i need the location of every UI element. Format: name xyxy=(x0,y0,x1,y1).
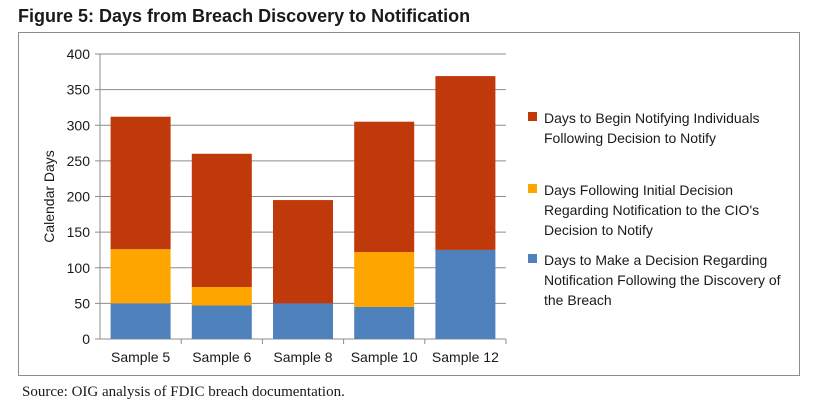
x-tick-label: Sample 8 xyxy=(273,349,332,365)
y-tick-label: 400 xyxy=(67,46,91,62)
legend-label: Days to Begin Notifying Individuals Foll… xyxy=(544,110,760,146)
bar-segment xyxy=(354,252,415,307)
figure-source-note: Source: OIG analysis of FDIC breach docu… xyxy=(22,384,345,400)
y-tick-label: 200 xyxy=(67,189,91,205)
bar-segment xyxy=(435,76,496,250)
x-tick-label: Sample 6 xyxy=(192,349,251,365)
legend-swatch xyxy=(528,184,537,193)
legend-label: Days to Make a Decision Regarding Notifi… xyxy=(544,252,781,308)
bar-segment xyxy=(435,249,496,339)
x-tick-label: Sample 12 xyxy=(432,349,499,365)
bar-segment xyxy=(273,200,333,304)
bar-segment xyxy=(354,121,415,253)
y-tick-label: 150 xyxy=(67,224,91,240)
bar-segment xyxy=(191,305,252,339)
y-tick-label: 50 xyxy=(74,295,90,311)
y-tick-label: 0 xyxy=(82,331,90,347)
y-axis-label: Calendar Days xyxy=(41,150,57,243)
y-tick-label: 100 xyxy=(67,260,91,276)
chart-frame xyxy=(18,32,800,376)
figure-title: Figure 5: Days from Breach Discovery to … xyxy=(18,6,471,26)
bar-segment xyxy=(273,303,333,339)
legend-swatch xyxy=(528,254,537,263)
x-tick-label: Sample 5 xyxy=(111,349,170,365)
legend-swatch xyxy=(528,112,537,121)
bar-segment xyxy=(110,303,171,339)
bar-segment xyxy=(110,116,171,250)
legend-label: Days Following Initial Decision Regardin… xyxy=(544,182,760,238)
bar-segment xyxy=(191,286,252,306)
y-tick-label: 350 xyxy=(67,82,91,98)
bar-segment xyxy=(191,153,252,287)
bar-segment xyxy=(354,306,415,339)
x-tick-label: Sample 10 xyxy=(351,349,418,365)
y-tick-label: 250 xyxy=(67,153,91,169)
y-tick-label: 300 xyxy=(67,117,91,133)
bar-segment xyxy=(110,249,171,304)
